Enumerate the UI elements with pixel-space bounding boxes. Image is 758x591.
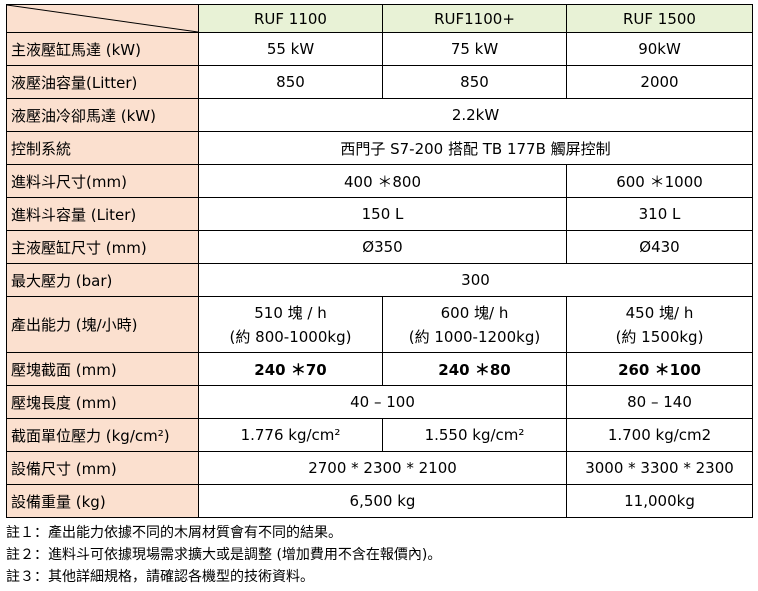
row-label: 設備尺寸 (mm) [6, 451, 199, 485]
table-cell: 1.550 kg/cm² [382, 418, 567, 452]
table-cell: 150 L [198, 197, 567, 231]
capacity-weight: (約 1000-1200kg) [408, 327, 541, 346]
row-label: 最大壓力 (bar) [6, 263, 199, 297]
row-label: 液壓油冷卻馬達 (kW) [6, 98, 199, 132]
table-cell: 2000 [566, 65, 753, 99]
table-cell: 400 ＊800 [198, 164, 567, 198]
capacity-rate: 600 塊/ h [440, 303, 509, 322]
row-label: 進料斗容量 (Liter) [6, 197, 199, 231]
header-ruf1100-plus: RUF1100+ [382, 4, 567, 33]
footnote-1: 註１：產出能力依據不同的木屑材質會有不同的結果。 [6, 525, 342, 541]
table-cell: 1.700 kg/cm2 [566, 418, 753, 452]
table-cell: 600 塊/ h (約 1000-1200kg) [382, 296, 567, 353]
table-cell: Ø350 [198, 230, 567, 264]
table-cell: 90kW [566, 32, 753, 66]
footnote-2: 註２：進料斗可依據現場需求擴大或是調整 (增加費用不含在報價內)。 [6, 547, 442, 563]
footnotes: 註１：產出能力依據不同的木屑材質會有不同的結果。 註２：進料斗可依據現場需求擴大… [6, 522, 441, 588]
row-label: 截面單位壓力 (kg/cm²) [6, 418, 199, 452]
table-cell: 2700 * 2300 * 2100 [198, 451, 567, 485]
corner-cell [6, 4, 199, 33]
table-cell: 300 [198, 263, 753, 297]
table-cell: 850 [198, 65, 383, 99]
capacity-weight: (約 1500kg) [615, 327, 704, 346]
table-cell: 2.2kW [198, 98, 753, 132]
table-row: 進料斗容量 (Liter) 150 L 310 L [6, 197, 753, 231]
row-label: 主液壓缸馬達 (kW) [6, 32, 199, 66]
table-cell: 600 ＊1000 [566, 164, 753, 198]
footnote-3: 註３：其他詳細規格，請確認各機型的技術資料。 [6, 569, 314, 585]
capacity-rate: 510 塊 / h [254, 303, 327, 322]
spec-table: RUF 1100 RUF1100+ RUF 1500 主液壓缸馬達 (kW) 5… [6, 4, 753, 518]
table-cell: Ø430 [566, 230, 753, 264]
table-row: 主液壓缸尺寸 (mm) Ø350 Ø430 [6, 230, 753, 264]
row-label: 控制系統 [6, 131, 199, 165]
table-cell: 310 L [566, 197, 753, 231]
table-row: 主液壓缸馬達 (kW) 55 kW 75 kW 90kW [6, 32, 753, 66]
table-cell: 240 ＊70 [198, 352, 383, 386]
header-row: RUF 1100 RUF1100+ RUF 1500 [6, 4, 753, 33]
diagonal-line [7, 5, 198, 32]
table-row: 設備尺寸 (mm) 2700 * 2300 * 2100 3000 * 3300… [6, 451, 753, 485]
table-row: 壓塊長度 (mm) 40 – 100 80 – 140 [6, 385, 753, 419]
table-row: 液壓油容量(Litter) 850 850 2000 [6, 65, 753, 99]
table-cell: 西門子 S7-200 搭配 TB 177B 觸屏控制 [198, 131, 753, 165]
table-row: 進料斗尺寸(mm) 400 ＊800 600 ＊1000 [6, 164, 753, 198]
table-cell: 1.776 kg/cm² [198, 418, 383, 452]
table-cell: 75 kW [382, 32, 567, 66]
table-row: 液壓油冷卻馬達 (kW) 2.2kW [6, 98, 753, 132]
table-cell: 55 kW [198, 32, 383, 66]
table-cell: 3000 * 3300 * 2300 [566, 451, 753, 485]
table-cell: 11,000kg [566, 484, 753, 518]
table-cell: 240 ＊80 [382, 352, 567, 386]
table-row: 設備重量 (kg) 6,500 kg 11,000kg [6, 484, 753, 518]
row-label: 液壓油容量(Litter) [6, 65, 199, 99]
header-ruf1500: RUF 1500 [566, 4, 753, 33]
table-row: 最大壓力 (bar) 300 [6, 263, 753, 297]
table-row: 壓塊截面 (mm) 240 ＊70 240 ＊80 260 ＊100 [6, 352, 753, 386]
table-row: 產出能力 (塊/小時) 510 塊 / h (約 800-1000kg) 600… [6, 296, 753, 353]
table-row: 控制系統 西門子 S7-200 搭配 TB 177B 觸屏控制 [6, 131, 753, 165]
row-label: 主液壓缸尺寸 (mm) [6, 230, 199, 264]
capacity-weight: (約 800-1000kg) [229, 327, 352, 346]
header-ruf1100: RUF 1100 [198, 4, 383, 33]
row-label: 進料斗尺寸(mm) [6, 164, 199, 198]
row-label: 壓塊截面 (mm) [6, 352, 199, 386]
table-cell: 510 塊 / h (約 800-1000kg) [198, 296, 383, 353]
capacity-rate: 450 塊/ h [625, 303, 694, 322]
table-cell: 450 塊/ h (約 1500kg) [566, 296, 753, 353]
row-label: 產出能力 (塊/小時) [6, 296, 199, 353]
table-cell: 6,500 kg [198, 484, 567, 518]
table-cell: 40 – 100 [198, 385, 567, 419]
row-label: 設備重量 (kg) [6, 484, 199, 518]
table-cell: 260 ＊100 [566, 352, 753, 386]
row-label: 壓塊長度 (mm) [6, 385, 199, 419]
table-cell: 80 – 140 [566, 385, 753, 419]
table-row: 截面單位壓力 (kg/cm²) 1.776 kg/cm² 1.550 kg/cm… [6, 418, 753, 452]
table-cell: 850 [382, 65, 567, 99]
